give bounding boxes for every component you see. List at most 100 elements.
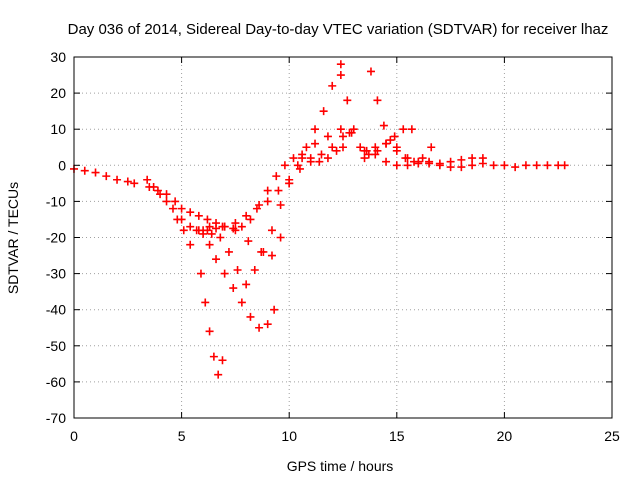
series-arc-g	[205, 125, 369, 260]
data-point	[267, 251, 276, 260]
data-point	[168, 204, 177, 213]
data-point	[285, 179, 294, 188]
data-point	[216, 233, 225, 242]
data-point	[371, 150, 380, 159]
data-point	[373, 96, 382, 105]
x-tick-label: 5	[178, 428, 186, 444]
series-arc-i	[366, 67, 436, 166]
series-arc-b	[143, 128, 354, 235]
y-tick-label: -20	[46, 230, 66, 246]
data-point	[478, 159, 487, 168]
data-point	[392, 161, 401, 170]
data-point	[468, 161, 477, 170]
data-point	[323, 154, 332, 163]
data-point	[224, 247, 233, 256]
data-point	[302, 143, 311, 152]
data-point	[212, 219, 221, 228]
data-point	[123, 177, 132, 186]
data-point	[205, 222, 214, 231]
data-point	[336, 125, 345, 134]
data-point	[242, 211, 251, 220]
data-point	[457, 155, 466, 164]
data-point	[246, 215, 255, 224]
data-point	[435, 161, 444, 170]
y-tick-label: -50	[46, 338, 66, 354]
data-point	[386, 136, 395, 145]
x-tick-label: 20	[497, 428, 513, 444]
data-point	[205, 327, 214, 336]
data-point	[179, 226, 188, 235]
data-point	[339, 132, 347, 141]
data-point	[229, 284, 238, 293]
data-point	[336, 71, 345, 80]
x-axis-label: GPS time / hours	[287, 458, 394, 474]
data-point	[203, 215, 212, 224]
data-point	[162, 190, 171, 199]
data-point	[489, 161, 498, 170]
y-tick-label: 20	[50, 85, 66, 101]
data-point	[371, 143, 380, 152]
data-point	[521, 161, 530, 170]
data-point	[360, 154, 369, 163]
data-point	[186, 240, 195, 249]
data-point	[560, 161, 569, 170]
data-point	[263, 197, 272, 206]
data-point	[293, 161, 302, 170]
data-point	[186, 222, 195, 231]
data-point	[102, 172, 111, 181]
x-tick-label: 15	[389, 428, 405, 444]
y-tick-label: -60	[46, 374, 66, 390]
y-tick-label: -30	[46, 266, 66, 282]
data-point	[267, 226, 276, 235]
data-point	[276, 233, 285, 242]
data-point	[532, 161, 541, 170]
data-point	[317, 150, 326, 159]
series-arc-d	[173, 60, 345, 289]
series-arc-j	[360, 139, 487, 168]
series-arc-e	[199, 226, 279, 332]
series-arc-a	[70, 164, 139, 188]
data-point	[274, 186, 283, 195]
data-point	[366, 67, 375, 76]
data-point	[418, 154, 427, 163]
data-point	[392, 146, 401, 155]
data-point	[468, 154, 477, 163]
data-point	[356, 143, 365, 152]
data-point	[276, 201, 285, 210]
data-point	[306, 154, 315, 163]
data-points	[70, 60, 569, 379]
data-point	[379, 121, 388, 130]
data-point	[205, 240, 214, 249]
data-point	[244, 237, 253, 246]
data-point	[446, 163, 455, 172]
x-tick-label: 0	[70, 428, 78, 444]
data-point	[382, 139, 391, 148]
data-point	[145, 182, 154, 191]
series-arc-h	[336, 71, 416, 159]
data-point	[207, 229, 216, 238]
data-point	[186, 208, 195, 217]
data-point	[171, 197, 180, 206]
data-point	[298, 154, 307, 163]
data-point	[339, 143, 347, 152]
data-point	[113, 175, 122, 184]
y-tick-label: -10	[46, 193, 66, 209]
data-point	[143, 175, 152, 184]
data-point	[362, 146, 371, 155]
data-point	[270, 305, 279, 314]
data-point	[427, 143, 436, 152]
data-point	[332, 146, 341, 155]
y-tick-label: -70	[46, 410, 66, 426]
data-point	[328, 81, 337, 90]
data-point	[201, 298, 210, 307]
data-point	[80, 166, 89, 175]
data-point	[407, 125, 416, 134]
data-point	[257, 247, 266, 256]
data-point	[414, 159, 423, 168]
data-point	[500, 161, 509, 170]
data-point	[403, 154, 412, 163]
data-point	[209, 352, 218, 361]
data-point	[177, 204, 186, 213]
data-point	[263, 320, 272, 329]
data-point	[250, 265, 259, 274]
